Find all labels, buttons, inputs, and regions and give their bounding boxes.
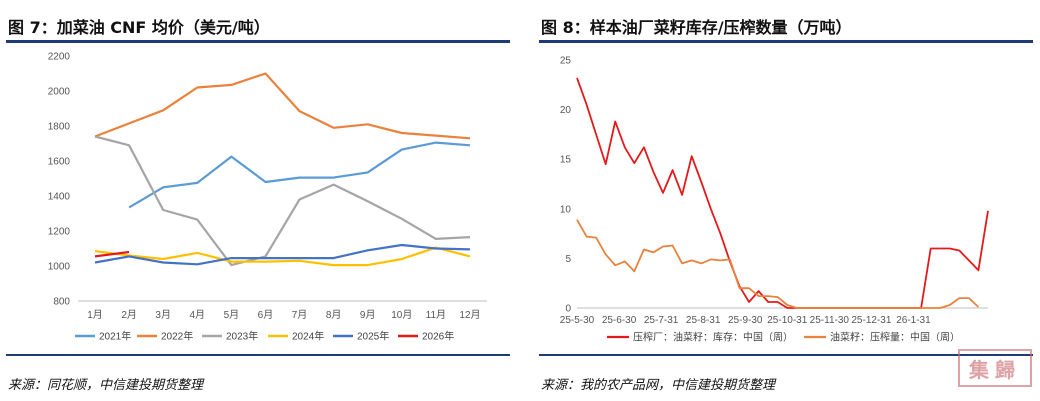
legend-label: 油菜籽：压榨量：中国（周） bbox=[830, 331, 960, 344]
y-tick-label: 20 bbox=[560, 105, 572, 116]
x-tick-label: 26-1-31 bbox=[896, 315, 931, 326]
legend-label: 2023年 bbox=[226, 330, 258, 343]
x-tick-label: 5月 bbox=[224, 309, 240, 321]
y-tick-label: 0 bbox=[565, 304, 571, 315]
series-line-2025 bbox=[94, 243, 471, 266]
series-line-series bbox=[576, 219, 980, 309]
series-line-series bbox=[576, 77, 989, 309]
legend-label: 2025年 bbox=[357, 330, 389, 343]
legend-label: 压榨厂：油菜籽：库存：中国（周） bbox=[633, 331, 793, 344]
x-tick-label: 10月 bbox=[391, 309, 412, 321]
rapeseed-inventory-chart: 0 5 10 15 20 25 25-5-30 25-6-30 25-7-31 25-8-31 25… bbox=[560, 56, 989, 344]
watermark-stamp: 集歸 bbox=[958, 349, 1032, 387]
x-tick-label: 12月 bbox=[459, 309, 480, 321]
left-source-rule bbox=[6, 354, 510, 356]
x-tick-label: 25-11-30 bbox=[810, 315, 850, 326]
x-tick-label: 6月 bbox=[258, 309, 274, 321]
y-tick-label: 2200 bbox=[48, 52, 71, 63]
legend-label: 2021年 bbox=[99, 330, 131, 343]
x-tick-label: 9月 bbox=[360, 309, 376, 321]
y-tick-label: 25 bbox=[560, 56, 572, 67]
y-tick-label: 1200 bbox=[48, 227, 71, 238]
left-panel: 图 7：加菜油 CNF 均价（美元/吨） 800 1000 1200 1400 1600… bbox=[0, 0, 510, 401]
right-chart-title: 图 8：样本油厂菜籽库存/压榨数量（万吨） bbox=[541, 18, 852, 37]
legend-label: 2022年 bbox=[161, 330, 193, 343]
x-tick-label: 25-5-30 bbox=[560, 315, 595, 326]
right-title-rule bbox=[539, 40, 1033, 43]
canola-oil-price-chart: 800 1000 1200 1400 1600 1800 2000 2200 1月 2月 3月 4月 5… bbox=[48, 52, 487, 343]
left-title-rule bbox=[6, 40, 510, 43]
y-tick-label: 2000 bbox=[48, 87, 71, 98]
x-tick-label: 25-7-31 bbox=[644, 315, 679, 326]
x-tick-label: 8月 bbox=[326, 309, 342, 321]
x-tick-label: 1月 bbox=[87, 309, 103, 321]
x-tick-label: 11月 bbox=[426, 309, 446, 321]
y-tick-label: 5 bbox=[565, 254, 571, 265]
x-tick-label: 25-8-31 bbox=[686, 315, 721, 326]
legend-label: 2026年 bbox=[422, 330, 454, 343]
left-chart-title: 图 7：加菜油 CNF 均价（美元/吨） bbox=[8, 18, 270, 37]
series-line-2021 bbox=[128, 141, 471, 209]
right-panel: 图 8：样本油厂菜籽库存/压榨数量（万吨） 0 5 10 15 20 25 25-5-30 2… bbox=[533, 0, 1033, 401]
x-tick-label: 3月 bbox=[155, 309, 171, 321]
y-tick-label: 10 bbox=[560, 204, 572, 215]
watermark-stamp-text: 集歸 bbox=[969, 357, 1021, 382]
x-tick-label: 2月 bbox=[121, 309, 137, 321]
series-line-2026 bbox=[94, 250, 130, 258]
x-tick-label: 4月 bbox=[190, 309, 206, 321]
series-line-2024 bbox=[94, 246, 471, 267]
x-tick-label: 25-10-31 bbox=[767, 315, 807, 326]
legend-label: 2024年 bbox=[292, 330, 324, 343]
y-tick-label: 1600 bbox=[48, 157, 71, 168]
x-tick-label: 25-6-30 bbox=[602, 315, 637, 326]
x-tick-label: 25-12-31 bbox=[851, 315, 891, 326]
series-line-2023 bbox=[94, 135, 471, 267]
series-line-2022 bbox=[94, 72, 471, 140]
y-tick-label: 15 bbox=[560, 155, 572, 166]
right-source-rule bbox=[539, 354, 1033, 356]
y-tick-label: 800 bbox=[53, 297, 70, 308]
right-source-note: 来源：我的农产品网，中信建投期货整理 bbox=[541, 378, 776, 393]
y-tick-label: 1400 bbox=[48, 192, 71, 203]
y-tick-label: 1000 bbox=[48, 262, 71, 273]
y-tick-label: 1800 bbox=[48, 122, 71, 133]
left-source-note: 来源：同花顺，中信建投期货整理 bbox=[8, 378, 204, 393]
x-tick-label: 7月 bbox=[292, 309, 308, 321]
x-tick-label: 25-9-30 bbox=[728, 315, 763, 326]
